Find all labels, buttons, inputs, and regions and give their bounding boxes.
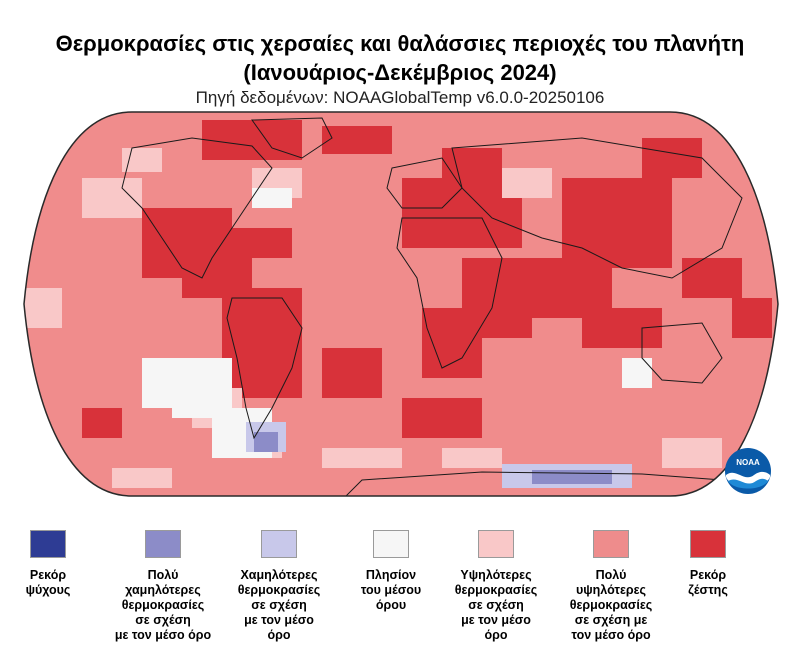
legend-label: Ρεκόρ ψύχους: [25, 568, 71, 597]
noaa-logo: NOAA: [725, 448, 771, 494]
asia-outline: [451, 137, 743, 279]
legend-item-near-average: Πλησίον του μέσου όρου: [331, 530, 451, 613]
africa-outline: [396, 217, 503, 369]
legend-item-record-warm: Ρεκόρ ζέστης: [648, 530, 768, 598]
legend-item-record-cold: Ρεκόρ ψύχους: [0, 530, 108, 598]
world-temperature-map: [23, 111, 779, 497]
legend-swatch: [478, 530, 514, 558]
legend-swatch: [145, 530, 181, 558]
data-source: Πηγή δεδομένων: NOAAGlobalTemp v6.0.0-20…: [195, 88, 605, 107]
europe-outline: [386, 157, 463, 209]
legend-label: Πολύ υψηλότερες θερμοκρασίες σε σχέση με…: [569, 568, 653, 642]
legend-label: Πολύ χαμηλότερες θερμοκρασίες σε σχέση μ…: [114, 568, 212, 642]
legend-label: Πλησίον του μέσου όρου: [360, 568, 422, 612]
greenland-outline: [251, 117, 333, 159]
legend-item-much-cooler: Πολύ χαμηλότερες θερμοκρασίες σε σχέση μ…: [103, 530, 223, 643]
legend-label: Χαμηλότερες θερμοκρασίες σε σχέση με τον…: [237, 568, 321, 642]
legend-label: Ρεκόρ ζέστης: [688, 568, 728, 597]
map-title: Θερμοκρασίες στις χερσαίες και θαλάσσιες…: [55, 31, 745, 56]
legend-swatch: [261, 530, 297, 558]
map-subtitle: (Ιανουάριος-Δεκέμβριος 2024): [243, 60, 557, 85]
noaa-logo-text: NOAA: [736, 458, 760, 467]
legend-swatch: [690, 530, 726, 558]
legend-label: Υψηλότερες θερμοκρασίες σε σχέση με τον …: [454, 568, 538, 642]
south-america-outline: [226, 297, 303, 440]
much-cooler-regions: [254, 432, 612, 484]
australia-outline: [641, 322, 723, 384]
legend-swatch: [373, 530, 409, 558]
legend-swatch: [30, 530, 66, 558]
legend-item-warmer: Υψηλότερες θερμοκρασίες σε σχέση με τον …: [436, 530, 556, 643]
legend-item-cooler: Χαμηλότερες θερμοκρασίες σε σχέση με τον…: [219, 530, 339, 643]
north-america-outline: [121, 137, 273, 279]
legend-item-much-warmer: Πολύ υψηλότερες θερμοκρασίες σε σχέση με…: [551, 530, 671, 643]
legend-swatch: [593, 530, 629, 558]
globe-border: [23, 111, 779, 497]
